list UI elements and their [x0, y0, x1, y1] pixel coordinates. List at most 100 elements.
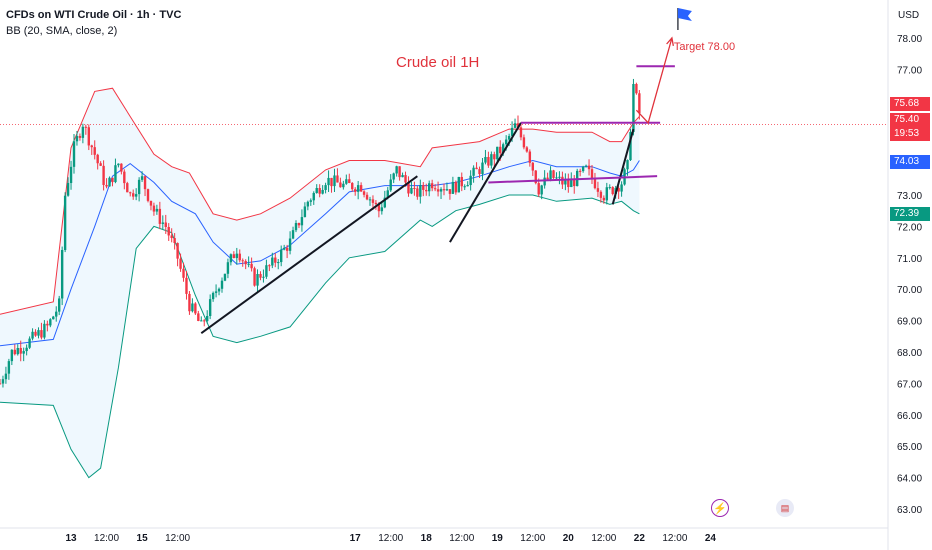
y-tick-label: 78.00	[897, 34, 922, 45]
symbol-title[interactable]: CFDs on WTI Crude Oil · 1h · TVC	[6, 9, 182, 21]
candle	[407, 182, 410, 194]
us-flag-icon[interactable]: ▤	[776, 499, 794, 517]
candle	[457, 176, 460, 193]
candle	[217, 288, 221, 292]
x-tick-label: 12:00	[165, 533, 190, 544]
candle	[58, 298, 61, 312]
candle	[549, 170, 552, 180]
candle	[632, 83, 635, 133]
candle	[120, 163, 123, 172]
candle	[123, 171, 126, 184]
candle	[413, 187, 416, 189]
indicator-legend[interactable]: BB (20, SMA, close, 2)	[6, 25, 118, 37]
candle	[137, 179, 141, 195]
candle	[164, 222, 167, 227]
trendline[interactable]	[449, 122, 522, 243]
candle	[188, 293, 191, 312]
candle	[265, 265, 268, 277]
candle	[578, 170, 582, 172]
candle	[203, 320, 206, 322]
candle	[422, 185, 425, 190]
projection-path[interactable]	[635, 37, 673, 125]
candle	[244, 261, 247, 265]
candle	[590, 169, 594, 179]
lightning-icon[interactable]: ⚡	[711, 499, 729, 517]
candle	[55, 311, 58, 317]
candle	[7, 361, 11, 374]
candle	[430, 183, 434, 189]
candle	[484, 156, 487, 163]
candle	[599, 191, 603, 198]
candle	[584, 165, 588, 167]
candle	[321, 189, 324, 194]
horizontal-level[interactable]	[488, 175, 658, 184]
y-tick-label: 72.00	[897, 222, 922, 233]
candle	[389, 179, 392, 191]
trendline[interactable]	[611, 128, 635, 205]
candle	[19, 348, 22, 354]
candle	[510, 127, 514, 137]
candle	[351, 183, 354, 190]
candle	[28, 338, 31, 348]
x-tick-label: 12:00	[94, 533, 119, 544]
candle	[34, 331, 37, 336]
candle	[611, 187, 614, 195]
candle	[285, 247, 289, 251]
currency-label[interactable]: USD	[898, 10, 920, 21]
candle	[507, 136, 511, 140]
candle	[117, 163, 120, 166]
candle	[126, 183, 129, 193]
candle	[22, 351, 25, 354]
y-tick-label: 73.00	[897, 191, 922, 202]
candle	[214, 291, 218, 293]
candle	[587, 165, 591, 170]
candle	[522, 137, 526, 148]
candle	[274, 257, 277, 263]
candle	[419, 185, 422, 197]
candle	[401, 175, 404, 178]
candle	[635, 83, 638, 94]
y-tick-label: 77.00	[897, 65, 922, 76]
trendline[interactable]	[200, 175, 418, 334]
candle	[436, 189, 440, 192]
candle	[345, 179, 348, 184]
candle	[280, 249, 283, 263]
candle	[4, 373, 8, 380]
candle	[478, 169, 481, 175]
candle	[324, 185, 327, 190]
candle	[481, 162, 484, 175]
candle	[593, 178, 597, 189]
candle	[229, 254, 233, 263]
candle	[268, 265, 271, 267]
candle	[140, 176, 144, 180]
candle	[475, 167, 478, 170]
candle	[534, 170, 537, 184]
candle	[513, 123, 517, 128]
candle	[46, 323, 49, 326]
candle	[442, 189, 446, 191]
candle	[356, 185, 360, 192]
plot-area[interactable]	[0, 0, 888, 528]
y-tick-label: 69.00	[897, 317, 922, 328]
candle	[540, 185, 543, 195]
candle	[37, 330, 40, 336]
candle	[543, 177, 546, 186]
candle	[282, 247, 286, 250]
candle	[398, 166, 401, 178]
candle	[194, 303, 197, 314]
candle	[0, 383, 2, 385]
candle	[208, 299, 212, 317]
bb-lower-label: 72.39	[890, 207, 930, 221]
candle	[158, 208, 162, 224]
candle	[371, 199, 375, 203]
x-tick-label: 19	[492, 533, 504, 544]
y-tick-label: 70.00	[897, 285, 922, 296]
candle	[451, 181, 455, 194]
candle	[537, 183, 540, 195]
candle	[362, 191, 366, 195]
candle	[262, 276, 265, 278]
candle	[179, 258, 182, 269]
candle	[253, 268, 256, 286]
